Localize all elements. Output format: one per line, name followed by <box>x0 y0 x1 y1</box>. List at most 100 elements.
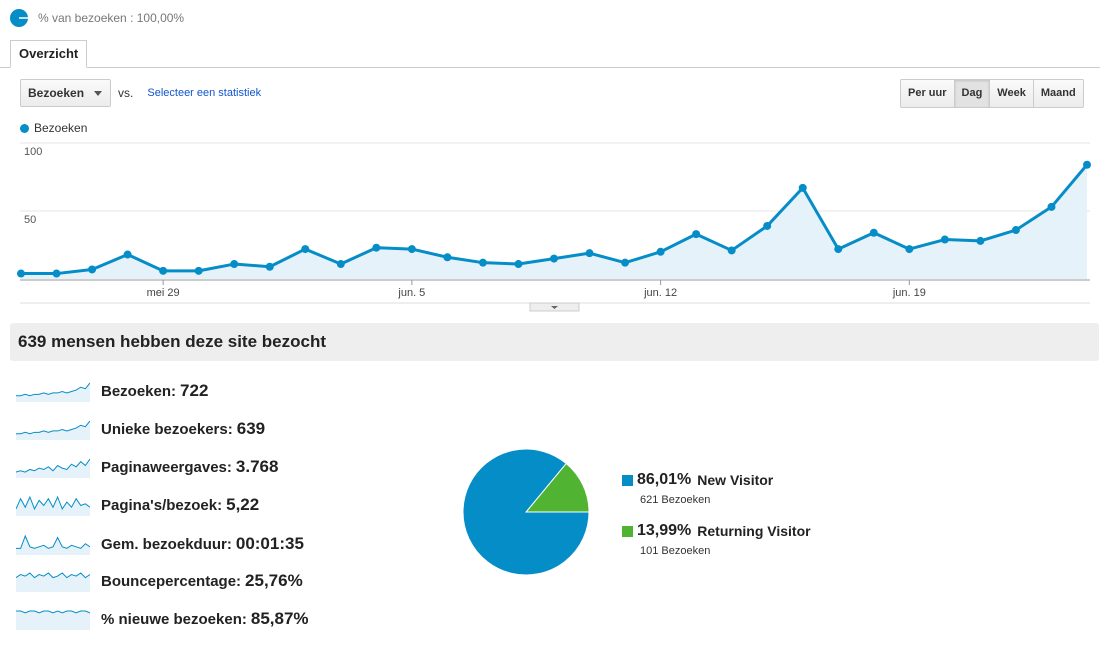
period-button-week[interactable]: Week <box>989 80 1033 107</box>
data-point[interactable] <box>1047 202 1056 211</box>
pie-legend-new-visitor: 86,01% New Visitor 621 Bezoeken <box>622 471 773 506</box>
metric-row[interactable]: Gem. bezoekduur: 00:01:35 <box>16 531 304 557</box>
chart-toolbar: Bezoeken vs. Selecteer een statistiek <box>20 79 261 107</box>
data-point[interactable] <box>478 258 487 267</box>
sparkline-icon <box>16 534 90 555</box>
legend-dot-icon <box>20 123 29 133</box>
data-point[interactable] <box>869 228 878 237</box>
metric-label: Unieke bezoekers: <box>101 420 233 438</box>
period-button-per-uur[interactable]: Per uur <box>901 80 954 107</box>
sparkline-icon <box>16 382 90 402</box>
metric-label: Gem. bezoekduur: <box>101 535 232 553</box>
data-point[interactable] <box>443 253 452 262</box>
data-point[interactable] <box>834 245 843 254</box>
data-point[interactable] <box>550 254 558 263</box>
visitor-type-pie-chart[interactable] <box>460 448 592 578</box>
chevron-down-icon <box>94 91 103 96</box>
data-point[interactable] <box>763 221 772 230</box>
data-point[interactable] <box>692 230 701 239</box>
y-tick-label: 100 <box>24 146 42 158</box>
sparkline-line <box>16 382 90 397</box>
metric-label: Bouncepercentage: <box>101 572 242 590</box>
data-point[interactable] <box>621 258 630 267</box>
metric-value: 639 <box>236 419 266 438</box>
sparkline-area <box>16 497 90 516</box>
data-point[interactable] <box>656 247 665 256</box>
sparkline-line <box>16 572 90 579</box>
new-visitor-label: New Visitor <box>697 472 774 488</box>
data-point[interactable] <box>1011 226 1020 235</box>
chevron-down-icon <box>551 306 558 309</box>
legend-square-icon <box>622 474 633 486</box>
sparkline-icon <box>16 495 90 516</box>
data-point[interactable] <box>407 245 416 254</box>
data-point[interactable] <box>123 250 132 259</box>
metric-row[interactable]: Pagina's/bezoek: 5,22 <box>16 492 259 518</box>
period-button-maand[interactable]: Maand <box>1032 80 1083 107</box>
x-tick-label: mei 29 <box>147 287 180 299</box>
data-point[interactable] <box>88 265 97 274</box>
vs-label: vs. <box>118 86 134 100</box>
metric-row[interactable]: Paginaweergaves: 3.768 <box>16 454 278 480</box>
metric-dropdown-label: Bezoeken <box>28 86 85 100</box>
segment-label: % van bezoeken : 100,00% <box>38 11 185 25</box>
sparkline-area <box>16 459 90 478</box>
tab-overzicht[interactable]: Overzicht <box>10 40 88 68</box>
metric-row[interactable]: Bouncepercentage: 25,76% <box>16 568 303 594</box>
segment-pie-icon <box>10 9 28 27</box>
data-point[interactable] <box>798 183 807 192</box>
chart-legend: Bezoeken <box>20 121 87 135</box>
data-point[interactable] <box>514 260 523 269</box>
pie-slice-returning-visitor[interactable] <box>524 462 590 513</box>
sparkline-line <box>16 495 90 511</box>
new-visitor-percent: 86,01% <box>637 471 692 488</box>
data-point[interactable] <box>159 266 168 275</box>
sparkline-line <box>16 458 90 473</box>
metric-label: Pagina's/bezoek: <box>101 496 223 514</box>
sparkline-icon <box>16 458 90 478</box>
period-selector: Per uur Dag Week Maand <box>900 79 1084 108</box>
metric-value: 5,22 <box>226 495 260 514</box>
metric-value: 00:01:35 <box>235 534 304 553</box>
sparkline-icon <box>16 572 90 592</box>
metric-label: % nieuwe bezoeken: <box>101 610 247 628</box>
data-point[interactable] <box>301 245 310 254</box>
data-point[interactable] <box>976 236 985 245</box>
sparkline-area <box>16 421 90 440</box>
data-point[interactable] <box>940 235 949 244</box>
data-point[interactable] <box>905 245 914 254</box>
segment-indicator[interactable]: % van bezoeken : 100,00% <box>10 8 184 28</box>
sparkline-line <box>16 534 90 549</box>
new-visitor-count: 621 Bezoeken <box>640 494 711 506</box>
data-point[interactable] <box>585 249 594 258</box>
metric-value: 25,76% <box>245 571 303 590</box>
sparkline-area <box>16 536 90 555</box>
visits-line-chart[interactable]: 50 100 mei 29 jun. 5 jun. 12 jun. 19 <box>0 138 1100 313</box>
data-point[interactable] <box>372 243 381 252</box>
sparkline-area <box>16 611 90 630</box>
pie-legend-returning-visitor: 13,99% Returning Visitor 101 Bezoeken <box>622 522 811 557</box>
metric-row[interactable]: % nieuwe bezoeken: 85,87% <box>16 606 309 632</box>
data-point[interactable] <box>52 269 61 278</box>
metric-value: 85,87% <box>250 609 309 628</box>
x-tick-label: jun. 12 <box>643 287 677 299</box>
select-metric-link[interactable]: Selecteer een statistiek <box>147 87 262 99</box>
data-point[interactable] <box>194 266 203 275</box>
data-point[interactable] <box>336 260 345 269</box>
metric-value: 722 <box>180 381 209 400</box>
data-point[interactable] <box>727 246 736 255</box>
returning-visitor-count: 101 Bezoeken <box>640 545 711 557</box>
data-point[interactable] <box>230 260 239 269</box>
metric-row[interactable]: Bezoeken: 722 <box>16 378 208 404</box>
summary-title: 639 mensen hebben deze site bezocht <box>10 323 1099 361</box>
chart-resize-handle[interactable] <box>529 302 580 312</box>
tab-bar: Overzicht <box>0 40 1100 68</box>
data-point[interactable] <box>17 269 25 278</box>
data-point[interactable] <box>1083 160 1091 169</box>
metric-dropdown[interactable]: Bezoeken <box>20 79 112 107</box>
metric-row[interactable]: Unieke bezoekers: 639 <box>16 416 265 442</box>
period-button-dag[interactable]: Dag <box>953 80 990 107</box>
pie-slice-new-visitor[interactable] <box>462 448 590 576</box>
data-point[interactable] <box>265 262 274 271</box>
returning-visitor-label: Returning Visitor <box>697 523 811 539</box>
